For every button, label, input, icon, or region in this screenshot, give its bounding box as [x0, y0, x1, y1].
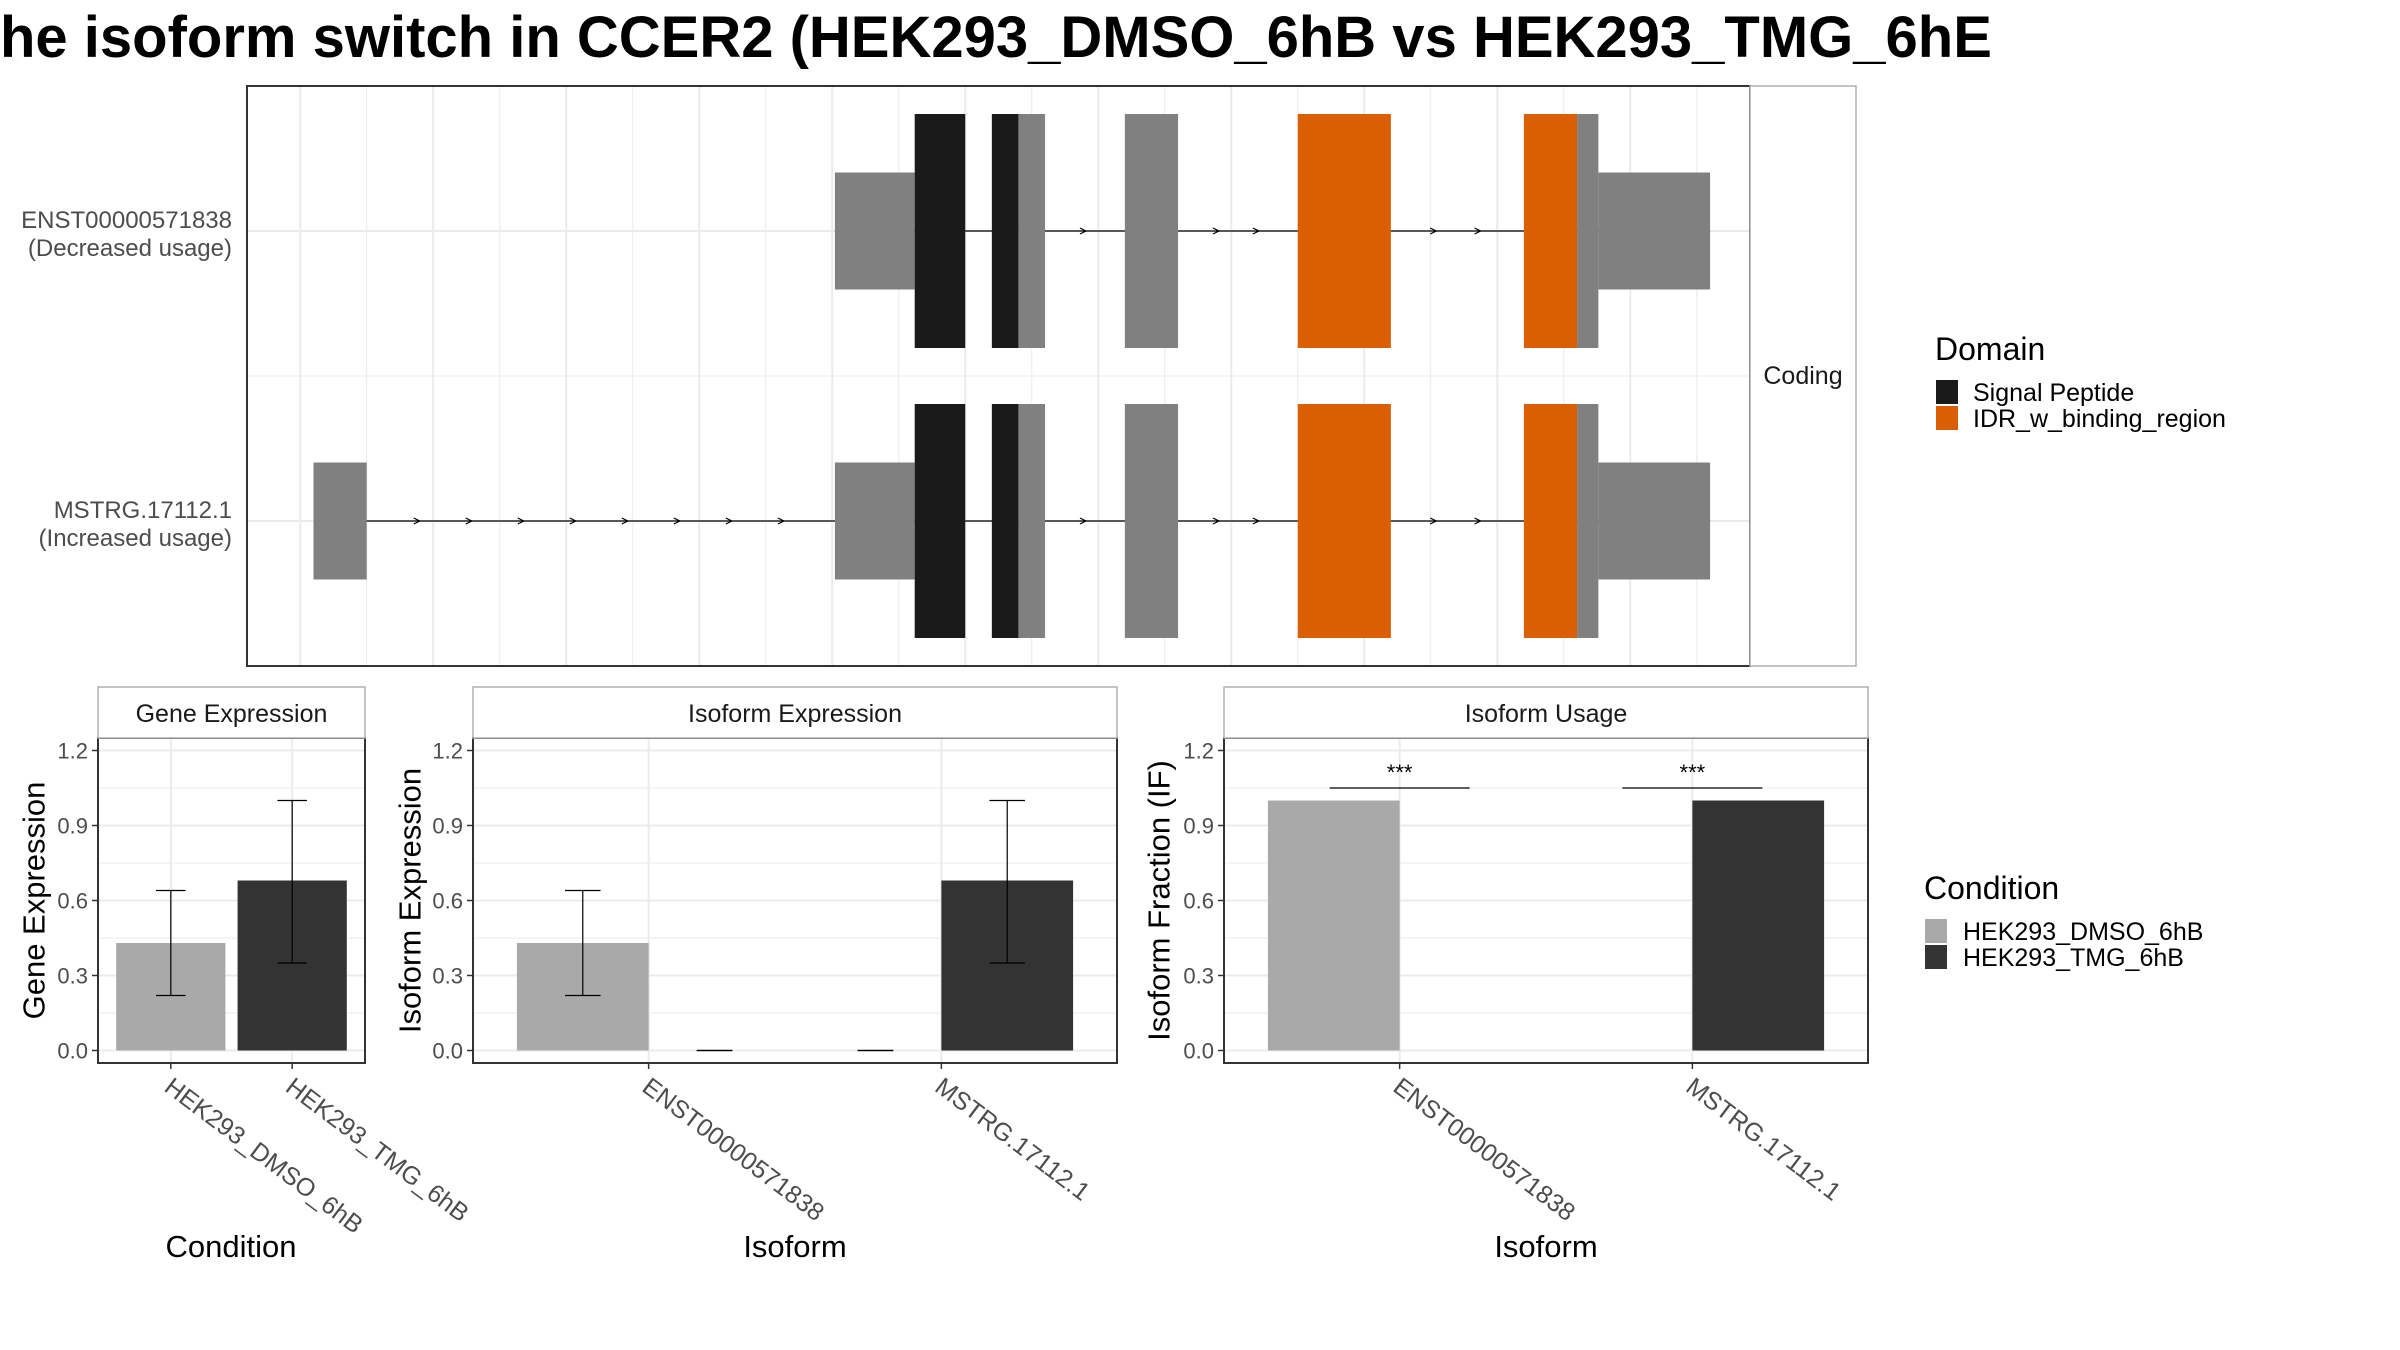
facet-strip	[1223, 686, 1869, 739]
intron-arrow	[1252, 227, 1261, 235]
significance-label: ***	[1387, 760, 1413, 785]
idr-exon	[1523, 404, 1578, 638]
intron-arrow	[621, 517, 630, 525]
y-tick-label: 0.6	[57, 889, 88, 914]
domain-legend-label: IDR_w_binding_region	[1973, 405, 2226, 433]
figure-title: he isoform switch in CCER2 (HEK293_DMSO_…	[0, 5, 1992, 70]
y-tick-label: 0.0	[1183, 1039, 1214, 1064]
intron-arrow	[1474, 517, 1482, 525]
intron-arrow	[1079, 517, 1088, 525]
intron-arrow	[1212, 227, 1221, 235]
isoform-label: MSTRG.17112.1	[54, 497, 232, 524]
bar	[1692, 800, 1825, 1051]
x-tick-label: MSTRG.17112.1	[1681, 1072, 1846, 1206]
coding-exon	[1124, 404, 1179, 638]
facet-strip	[97, 686, 366, 739]
condition-legend-swatch	[1925, 945, 1947, 969]
x-axis-title: Isoform	[743, 1229, 846, 1264]
y-tick-label: 0.6	[432, 889, 463, 914]
y-axis-title: Isoform Expression	[393, 768, 428, 1033]
y-axis-title: Gene Expression	[17, 782, 52, 1020]
intron-arrow	[1429, 517, 1438, 525]
bar	[1267, 800, 1400, 1051]
facet-strip	[472, 686, 1118, 739]
domain-legend-title: Domain	[1935, 331, 2045, 367]
utr-exon	[313, 462, 367, 580]
utr-exon	[1598, 462, 1711, 580]
y-tick-label: 0.9	[1183, 814, 1214, 839]
signal-peptide-exon	[991, 404, 1019, 638]
isoform-label: ENST00000571838	[21, 207, 232, 234]
facet-strip-label: Gene Expression	[136, 700, 328, 728]
intron-arrow	[777, 517, 786, 525]
condition-legend-swatch	[1925, 919, 1947, 943]
y-tick-label: 0.9	[57, 814, 88, 839]
intron-arrow	[569, 517, 578, 525]
y-tick-label: 0.3	[432, 964, 463, 989]
utr-exon	[834, 462, 915, 580]
idr-exon	[1297, 404, 1391, 638]
intron-arrow	[413, 517, 422, 525]
x-tick-label: ENST00000571838	[1388, 1072, 1580, 1227]
intron-arrow	[517, 517, 526, 525]
intron-arrow	[725, 517, 734, 525]
x-axis-title: Condition	[166, 1229, 297, 1264]
coding-exon	[1018, 114, 1046, 348]
y-axis-title: Isoform Fraction (IF)	[1142, 760, 1177, 1041]
y-tick-label: 0.3	[57, 964, 88, 989]
signal-peptide-exon	[914, 404, 966, 638]
coding-exon	[1018, 404, 1046, 638]
y-tick-label: 0.0	[432, 1039, 463, 1064]
intron-arrow	[1212, 517, 1221, 525]
idr-exon	[1297, 114, 1391, 348]
facet-label-coding: Coding	[1763, 362, 1842, 390]
isoform-structure-panel: ENST00000571838(Decreased usage) MSTRG.17…	[21, 85, 1857, 667]
signal-peptide-exon	[991, 114, 1019, 348]
y-tick-label: 0.9	[432, 814, 463, 839]
y-tick-label: 0.0	[57, 1039, 88, 1064]
significance-label: ***	[1680, 760, 1706, 785]
isoform-usage-label: (Decreased usage)	[28, 235, 232, 262]
x-axis-title: Isoform	[1494, 1229, 1597, 1264]
intron-arrow	[465, 517, 474, 525]
domain-legend-label: Signal Peptide	[1973, 379, 2134, 407]
domain-legend-swatch	[1936, 406, 1958, 430]
facet-strip-label: Isoform Expression	[688, 700, 902, 728]
intron-arrow	[1474, 227, 1482, 235]
condition-legend-title: Condition	[1924, 870, 2059, 906]
y-tick-label: 1.2	[57, 739, 88, 764]
utr-exon	[834, 172, 915, 290]
x-tick-label: HEK293_DMSO_6hB	[159, 1072, 368, 1239]
coding-exon	[1124, 114, 1179, 348]
condition-legend-label: HEK293_TMG_6hB	[1963, 944, 2184, 972]
isoform-usage-chart: 0.0 0.3 0.6 0.9 1.2 *** *** Isoform Usage ENST00…	[1142, 686, 1869, 1264]
intron-arrow	[1079, 227, 1088, 235]
x-tick-label: ENST00000571838	[637, 1072, 829, 1227]
y-tick-label: 0.6	[1183, 889, 1214, 914]
y-tick-label: 1.2	[432, 739, 463, 764]
coding-exon	[1577, 404, 1599, 638]
intron-arrow	[673, 517, 682, 525]
idr-exon	[1523, 114, 1578, 348]
intron-arrow	[1429, 227, 1438, 235]
facet-strip	[1749, 85, 1857, 667]
utr-exon	[1598, 172, 1711, 290]
coding-exon	[1577, 114, 1599, 348]
x-tick-label: MSTRG.17112.1	[930, 1072, 1095, 1206]
y-tick-label: 1.2	[1183, 739, 1214, 764]
isoform-usage-label: (Increased usage)	[39, 525, 232, 552]
signal-peptide-exon	[914, 114, 966, 348]
domain-legend-swatch	[1936, 380, 1958, 404]
intron-arrow	[1252, 517, 1261, 525]
facet-strip-label: Isoform Usage	[1465, 700, 1628, 728]
y-tick-label: 0.3	[1183, 964, 1214, 989]
condition-legend-label: HEK293_DMSO_6hB	[1963, 918, 2203, 946]
